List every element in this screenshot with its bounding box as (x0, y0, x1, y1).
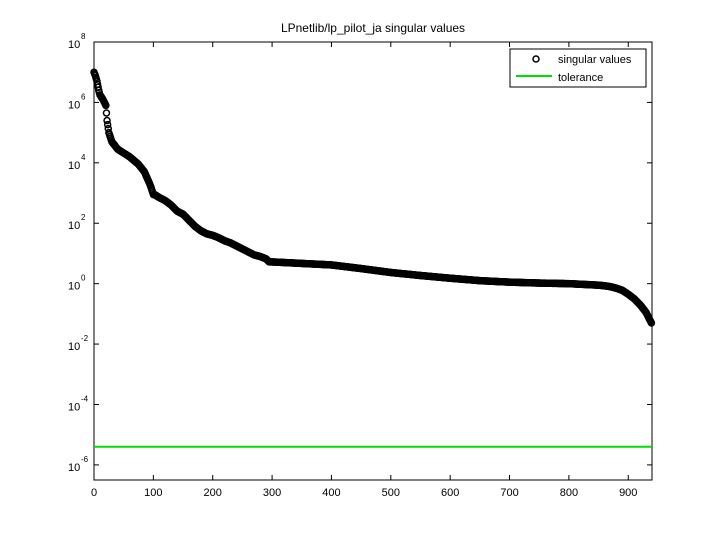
x-tick-label: 400 (322, 487, 340, 499)
x-tick-label: 600 (441, 487, 459, 499)
y-tick-exponent: 6 (81, 92, 86, 101)
x-tick-label: 200 (204, 487, 222, 499)
y-tick-label: 10 (68, 401, 80, 413)
y-tick-exponent: -6 (81, 455, 89, 464)
y-tick-label: 10 (68, 341, 80, 353)
legend-box (509, 48, 647, 88)
chart-title: LPnetlib/lp_pilot_ja singular values (281, 21, 465, 35)
legend-marker-singular-values (532, 55, 540, 63)
legend: singular values tolerance (509, 48, 647, 88)
x-tick-label: 800 (560, 487, 578, 499)
y-tick-label: 10 (68, 281, 80, 293)
singular-value-point (103, 116, 111, 125)
y-tick-label: 10 (68, 39, 80, 51)
legend-label-singular-values: singular values (558, 54, 632, 66)
y-tick-exponent: 2 (81, 213, 86, 222)
y-tick-exponent: -2 (81, 334, 89, 343)
x-tick-label: 300 (263, 487, 281, 499)
y-tick-label: 10 (68, 462, 80, 474)
y-tick-label: 10 (68, 220, 80, 232)
x-tick-label: 0 (91, 487, 97, 499)
x-tick-label: 100 (144, 487, 162, 499)
y-tick-label: 10 (68, 99, 80, 111)
x-tick-label: 900 (619, 487, 637, 499)
y-tick-exponent: 4 (81, 153, 86, 162)
x-tick-label: 500 (382, 487, 400, 499)
singular-value-point (102, 109, 111, 117)
x-tick-label: 700 (500, 487, 518, 499)
y-tick-exponent: 8 (81, 32, 86, 41)
singular-value-point (647, 319, 656, 327)
y-tick-label: 10 (68, 160, 80, 172)
singular-values-series (90, 68, 656, 327)
y-tick-exponent: -4 (81, 394, 89, 403)
legend-label-tolerance: tolerance (558, 72, 603, 84)
singular-value-point (103, 120, 112, 129)
x-axis: 0 100 200 300 400 500 600 700 800 900 (91, 42, 637, 499)
y-tick-exponent: 0 (81, 274, 86, 283)
singular-value-point (102, 101, 110, 110)
plot-area (93, 41, 653, 481)
